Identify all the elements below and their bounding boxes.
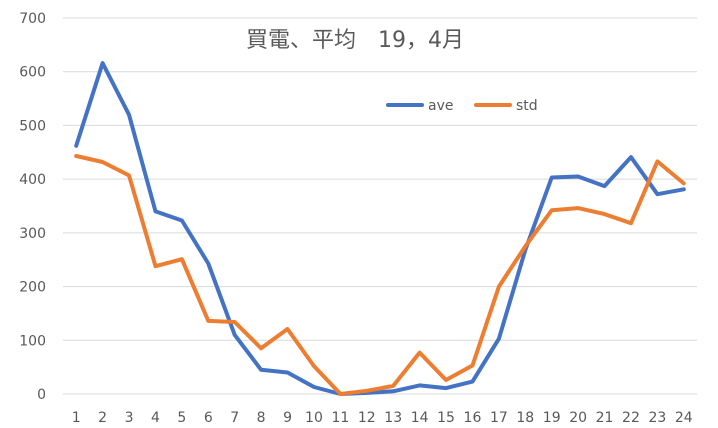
y-tick-label: 300 <box>19 226 46 242</box>
y-tick-label: 400 <box>19 172 46 188</box>
x-tick-label: 9 <box>283 410 292 426</box>
x-tick-label: 12 <box>358 410 376 426</box>
series-line-ave <box>74 61 686 396</box>
x-tick-label: 11 <box>331 410 349 426</box>
x-tick-label: 20 <box>569 410 587 426</box>
x-tick-label: 15 <box>437 410 455 426</box>
y-tick-label: 200 <box>19 280 46 296</box>
x-tick-label: 1 <box>72 410 81 426</box>
x-tick-label: 10 <box>305 410 323 426</box>
x-tick-label: 3 <box>125 410 134 426</box>
y-tick-label: 100 <box>19 333 46 349</box>
x-tick-label: 16 <box>464 410 482 426</box>
y-tick-label: 600 <box>19 65 46 81</box>
x-tick-label: 17 <box>490 410 508 426</box>
x-tick-label: 19 <box>543 410 561 426</box>
legend: ave std <box>386 98 538 114</box>
x-tick-label: 22 <box>622 410 640 426</box>
y-tick-label: 700 <box>19 11 46 27</box>
x-tick-label: 21 <box>596 410 614 426</box>
x-tick-label: 8 <box>257 410 266 426</box>
legend-label-ave: ave <box>428 98 453 114</box>
x-tick-label: 7 <box>230 410 239 426</box>
x-tick-label: 6 <box>204 410 213 426</box>
chart-title: 買電、平均 19，4月 <box>246 28 464 53</box>
x-tick-label: 13 <box>384 410 402 426</box>
series-line-std <box>74 154 686 396</box>
y-tick-label: 500 <box>19 118 46 134</box>
x-tick-label: 14 <box>411 410 429 426</box>
x-tick-label: 5 <box>177 410 186 426</box>
y-tick-label: 0 <box>37 387 46 403</box>
gridlines <box>63 17 697 395</box>
x-axis-tick-labels: 1 2 3 4 5 6 7 8 9 10 11 12 13 14 15 16 17 18 19 20 21 22 23 24 <box>72 410 693 426</box>
series-lines <box>74 61 686 396</box>
x-tick-label: 23 <box>648 410 666 426</box>
x-tick-label: 4 <box>151 410 160 426</box>
x-tick-label: 18 <box>516 410 534 426</box>
x-tick-label: 2 <box>98 410 107 426</box>
legend-label-std: std <box>516 98 538 114</box>
x-tick-label: 24 <box>675 410 693 426</box>
y-axis-tick-labels: 0 100 200 300 400 500 600 700 <box>19 11 46 403</box>
